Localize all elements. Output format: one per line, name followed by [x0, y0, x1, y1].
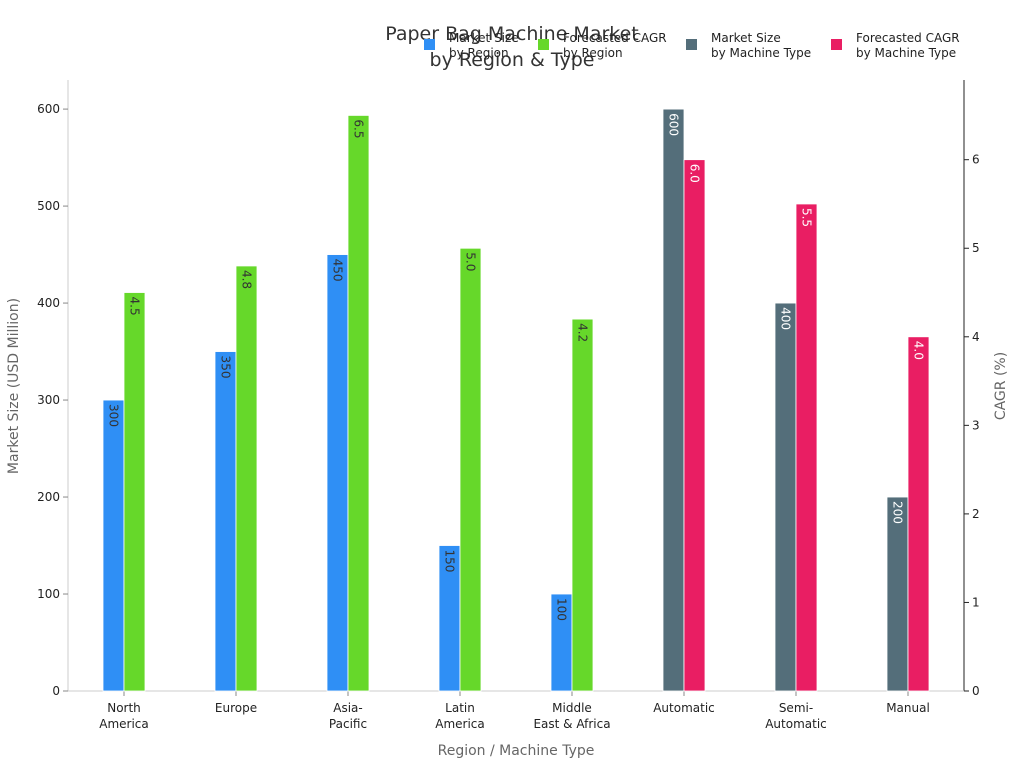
bar-data-label: 6.0 [688, 164, 702, 183]
y-tick-label: 600 [37, 102, 60, 116]
bar-data-label: 5.0 [464, 252, 478, 271]
bar-data-label: 300 [107, 404, 121, 427]
bar [571, 318, 594, 692]
x-tick-label: Automatic [653, 701, 715, 715]
bar-data-label: 400 [779, 307, 793, 330]
bar [774, 302, 797, 692]
y-tick-label: 100 [37, 587, 60, 601]
bar [795, 203, 818, 692]
bar-data-label: 100 [555, 598, 569, 621]
y-tick-label: 400 [37, 296, 60, 310]
bar-data-label: 200 [891, 501, 905, 524]
legend-label: Forecasted CAGR by Region [563, 31, 667, 60]
bar-data-label: 150 [443, 550, 457, 573]
y-tick-label: 0 [52, 684, 60, 698]
bar-data-label: 4.5 [128, 297, 142, 316]
y2-axis-title: CAGR (%) [993, 352, 1009, 420]
bar-data-label: 4.0 [912, 341, 926, 360]
bar-data-label: 4.8 [240, 270, 254, 289]
y2-tick-label: 0 [972, 684, 980, 698]
legend-swatch [538, 39, 549, 50]
bar-data-label: 6.5 [352, 119, 366, 138]
y-tick-label: 200 [37, 490, 60, 504]
bar [214, 351, 237, 692]
x-tick-label: Asia-Pacific [329, 701, 367, 731]
chart-title: Paper Bag Machine Market by Region & Typ… [385, 23, 639, 71]
y2-tick-label: 4 [972, 330, 980, 344]
y-tick-label: 300 [37, 393, 60, 407]
y2-tick-label: 1 [972, 595, 980, 609]
y2-tick-label: 5 [972, 241, 980, 255]
bar-data-label: 600 [667, 113, 681, 136]
y-tick-label: 500 [37, 199, 60, 213]
bar [102, 399, 125, 692]
bar-data-label: 450 [331, 259, 345, 282]
y-axis-title: Market Size (USD Million) [6, 298, 22, 474]
legend: Market Size by Region Forecasted CAGR by Re… [424, 31, 960, 60]
x-tick-label: Middle East & Africa [533, 701, 610, 731]
x-tick-label: Manual [886, 701, 930, 715]
y2-tick-label: 2 [972, 507, 980, 521]
bar [886, 496, 909, 692]
legend-swatch [686, 39, 697, 50]
legend-swatch [424, 39, 435, 50]
bars [102, 108, 930, 692]
bar-data-label: 350 [219, 356, 233, 379]
legend-label: Market Size by Region [449, 31, 519, 60]
y2-tick-label: 6 [972, 153, 980, 167]
x-tick-label: Europe [215, 701, 257, 715]
bar [123, 292, 146, 692]
y2-tick-label: 3 [972, 418, 980, 432]
axes: 0 100 200 300 400 500 600 0 1 2 3 4 5 6 North America Eu… [37, 80, 980, 731]
bar [347, 115, 370, 692]
legend-label: Forecasted CAGR by Machine Type [856, 31, 960, 60]
x-tick-label: North America [99, 701, 149, 731]
legend-label: Market Size by Machine Type [711, 31, 811, 60]
chart-title-line-2: by Region & Type [430, 49, 595, 71]
bar-data-label: 4.2 [576, 323, 590, 342]
bar [662, 108, 685, 692]
bar [326, 254, 349, 692]
bar-labels: 300 350 450 150 100 4.5 4.8 6.5 5.0 4.2 600 400 200 6… [107, 113, 926, 621]
x-tick-label: Semi-Automatic [765, 701, 827, 731]
x-axis-title: Region / Machine Type [438, 743, 595, 759]
bar [683, 159, 706, 692]
legend-swatch [831, 39, 842, 50]
chart-title-line-1: Paper Bag Machine Market [385, 23, 639, 45]
bar [235, 265, 258, 692]
bar-data-label: 5.5 [800, 208, 814, 227]
x-tick-label: Latin America [435, 701, 485, 731]
bar [459, 247, 482, 692]
bar [907, 336, 930, 692]
